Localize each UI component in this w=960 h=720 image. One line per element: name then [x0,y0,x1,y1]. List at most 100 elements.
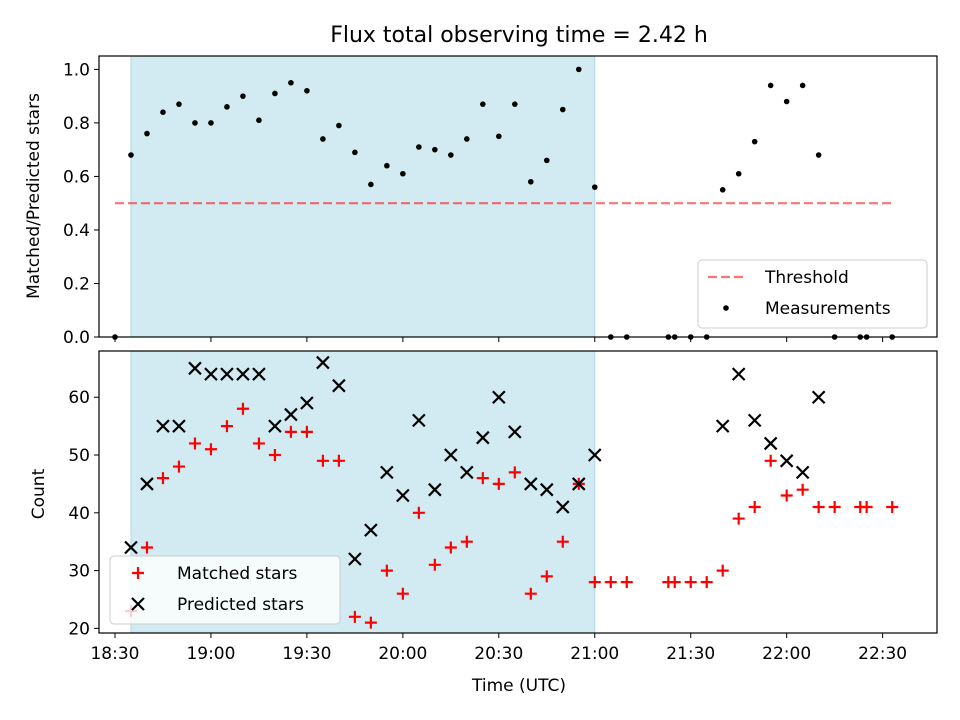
predicted-point [268,419,282,433]
matched-point [748,501,761,514]
matched-point [428,558,441,571]
predicted-point [300,396,314,410]
x-tick-label: 20:30 [474,644,523,664]
matched-point [364,616,377,629]
y-tick-label: 20 [68,619,90,639]
predicted-point [380,465,394,480]
measurement-point [575,66,582,73]
y-tick-label: 0.6 [63,167,90,187]
matched-point [668,576,681,589]
matched-point [476,472,489,485]
predicted-point [763,436,778,451]
measurement-point [336,122,342,129]
y-tick-label: 50 [68,446,90,466]
predicted-point [460,465,474,480]
count-panel: 20 30 40 50 60 18:30 19:00 19:30 20:00 20:30 21:00… [68,350,938,664]
measurement-point [815,152,822,158]
matched-point [828,501,841,514]
matched-point [236,402,249,415]
predicted-point [252,367,266,381]
measurement-point [224,104,230,110]
predicted-point [140,477,154,491]
matched-point [140,541,153,554]
predicted-point [811,390,826,405]
measurement-point [144,130,150,137]
matched-point [556,535,569,548]
y-tick-label: 0.4 [63,221,90,241]
matched-point [268,449,281,462]
measurement-point [400,170,406,177]
y-tick-label: 1.0 [63,60,90,80]
predicted-point [412,413,426,428]
measurement-point [384,162,390,169]
matched-point [700,576,713,589]
matched-point [684,576,697,589]
matched-point [332,454,345,467]
predicted-point [492,390,506,405]
matched-point [348,610,361,623]
axes-frame [98,55,938,338]
x-tick-label: 18:30 [90,644,139,664]
predicted-point [571,477,586,491]
matched-point [396,587,409,600]
matched-point [204,443,217,456]
matched-point [620,576,633,589]
x-tick-label: 21:00 [570,644,619,664]
y-tick-label: 30 [68,562,90,582]
legend-label: Threshold [764,268,849,288]
legend-label: Matched stars [177,564,297,584]
matched-point [508,466,521,479]
legend-box [697,259,928,329]
measurement-point [527,178,534,185]
predicted-point [396,488,410,503]
measurement-point [512,101,518,107]
measurement-point [751,138,758,145]
axes-frame [98,350,938,634]
measurement-point [496,133,502,140]
matched-point [764,454,777,467]
predicted-point [731,367,746,381]
predicted-point [364,523,378,537]
predicted-point [444,448,458,462]
legend-predicted-swatch [131,597,145,611]
measurement-point [288,79,294,86]
bottom-y-axis-label: Count [29,468,49,519]
top-y-axis-label: Matched/Predicted stars [24,93,44,299]
measurement-point [320,136,326,142]
measurement-point [240,93,246,99]
matched-point [524,587,537,600]
x-tick-label: 19:30 [282,644,331,664]
y-tick-label: 60 [68,388,90,408]
legend-label: Measurements [765,299,891,319]
matched-point [156,472,169,485]
matched-point [220,420,233,433]
legend-matched-swatch [132,567,144,579]
predicted-point [124,540,138,555]
measurement-point [368,181,374,188]
predicted-point [556,500,570,514]
matched-point [812,501,825,514]
predicted-point [236,367,250,381]
x-tick-label: 20:00 [378,644,427,664]
legend-label: Predicted stars [177,595,304,615]
measurement-point [464,136,470,142]
predicted-point [779,454,794,468]
predicted-point [348,552,362,566]
matched-point [188,437,201,450]
measurement-point [256,117,262,124]
measurement-point [192,120,198,126]
predicted-point [220,367,234,381]
measurement-point [128,152,134,158]
predicted-point [204,367,218,381]
observing-band [130,55,596,338]
measurement-point [783,98,790,105]
ratio-panel: 0.0 0.2 0.4 0.6 0.8 1.0 Threshold Measurements [63,55,938,348]
predicted-point [316,355,330,370]
matched-point [860,501,873,514]
x-tick-label: 21:30 [666,644,715,664]
matched-point [886,501,899,514]
measurement-point [719,187,726,193]
y-tick-label: 0.8 [63,114,90,134]
matched-point [796,483,809,496]
